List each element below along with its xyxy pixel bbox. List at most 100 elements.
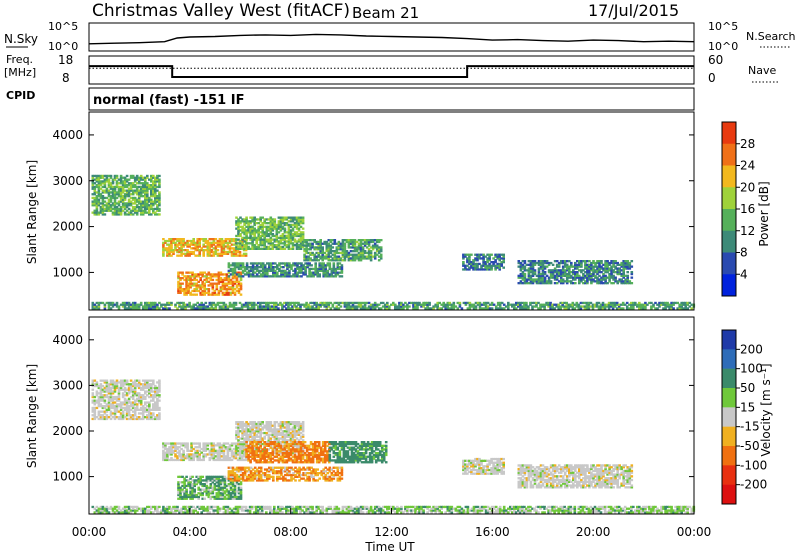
scatter-cell bbox=[237, 426, 240, 429]
scatter-cell bbox=[664, 303, 667, 306]
scatter-cell bbox=[314, 273, 317, 276]
scatter-cell bbox=[585, 303, 589, 306]
scatter-cell bbox=[533, 260, 537, 263]
scatter-cell bbox=[131, 196, 135, 200]
scatter-cell bbox=[297, 244, 301, 247]
scatter-cell bbox=[113, 191, 117, 194]
scatter-cell bbox=[452, 307, 456, 310]
scatter-cell bbox=[184, 444, 187, 447]
scatter-cell bbox=[206, 249, 210, 252]
freq-left-tick-top: 18 bbox=[58, 53, 73, 67]
scatter-cell bbox=[590, 282, 593, 285]
scatter-cell bbox=[206, 250, 210, 254]
scatter-cell bbox=[158, 412, 161, 415]
scatter-cell bbox=[113, 209, 117, 212]
scatter-cell bbox=[428, 301, 431, 305]
scatter-cell bbox=[166, 307, 169, 310]
scatter-cell bbox=[283, 421, 287, 424]
scatter-cell bbox=[361, 255, 365, 258]
scatter-cell bbox=[533, 280, 537, 283]
scatter-cell bbox=[523, 260, 527, 263]
scatter-cell bbox=[195, 289, 198, 293]
scatter-cell bbox=[432, 305, 435, 308]
scatter-cell bbox=[555, 305, 558, 308]
scatter-cell bbox=[549, 261, 553, 265]
scatter-cell bbox=[248, 301, 252, 305]
scatter-cell bbox=[589, 305, 593, 308]
scatter-cell bbox=[239, 278, 243, 282]
scatter-cell bbox=[247, 227, 250, 230]
scatter-cell bbox=[450, 303, 454, 306]
scatter-cell bbox=[146, 191, 149, 194]
scatter-cell bbox=[181, 282, 184, 285]
scatter-cell bbox=[290, 275, 293, 278]
scatter-cell bbox=[245, 431, 248, 435]
scatter-cell bbox=[249, 222, 252, 225]
scatter-cell bbox=[584, 276, 587, 279]
scatter-cell bbox=[219, 286, 223, 289]
scatter-cell bbox=[137, 189, 141, 192]
scatter-cell bbox=[148, 401, 151, 404]
scatter-cell bbox=[220, 241, 224, 244]
scatter-cell bbox=[127, 386, 131, 390]
scatter-cell bbox=[109, 394, 113, 397]
scatter-cell bbox=[101, 211, 105, 214]
scatter-cell bbox=[212, 451, 216, 454]
ytick-label: 3000 bbox=[52, 174, 83, 188]
scatter-cell bbox=[105, 206, 109, 209]
scatter-cell bbox=[185, 277, 188, 280]
scatter-cell bbox=[568, 272, 571, 276]
scatter-cell bbox=[237, 245, 240, 249]
scatter-cell bbox=[217, 291, 221, 294]
scatter-cell bbox=[97, 401, 101, 404]
scatter-cell bbox=[472, 264, 475, 267]
scatter-cell bbox=[139, 403, 143, 406]
scatter-cell bbox=[565, 269, 569, 272]
scatter-cell bbox=[174, 444, 177, 447]
scatter-cell bbox=[95, 301, 99, 305]
scatter-cell bbox=[444, 303, 447, 306]
scatter-cell bbox=[349, 305, 353, 308]
scatter-cell bbox=[652, 305, 655, 308]
scatter-cell bbox=[196, 453, 199, 456]
scatter-cell bbox=[266, 275, 269, 278]
scatter-cell bbox=[144, 384, 147, 388]
scatter-cell bbox=[253, 431, 256, 435]
scatter-cell bbox=[476, 259, 479, 262]
scatter-cell bbox=[309, 259, 312, 262]
scatter-cell bbox=[301, 218, 305, 221]
scatter-cell bbox=[339, 246, 343, 249]
scatter-cell bbox=[285, 223, 289, 227]
scatter-cell bbox=[511, 305, 514, 308]
scatter-cell bbox=[226, 455, 230, 458]
scatter-cell bbox=[115, 386, 119, 390]
scatter-cell bbox=[133, 394, 137, 397]
scatter-cell bbox=[204, 449, 208, 452]
scatter-cell bbox=[604, 276, 607, 279]
scatter-cell bbox=[117, 209, 121, 212]
scatter-cell bbox=[198, 305, 201, 308]
scatter-cell bbox=[209, 277, 213, 280]
scatter-cell bbox=[273, 225, 277, 228]
scatter-cell bbox=[240, 305, 244, 308]
scatter-cell bbox=[154, 189, 157, 192]
scatter-cell bbox=[150, 206, 153, 209]
scatter-cell bbox=[521, 305, 524, 308]
scatter-cell bbox=[307, 257, 310, 260]
scatter-cell bbox=[219, 280, 223, 283]
scatter-cell bbox=[205, 291, 209, 294]
scatter-cell bbox=[258, 301, 262, 305]
scatter-cell bbox=[371, 244, 375, 247]
scatter-cell bbox=[626, 263, 629, 266]
scatter-cell bbox=[154, 182, 157, 185]
scatter-cell bbox=[172, 444, 175, 447]
scatter-cell bbox=[324, 273, 327, 276]
scatter-cell bbox=[328, 262, 332, 265]
scatter-cell bbox=[468, 255, 471, 258]
scatter-cell bbox=[209, 293, 213, 296]
scatter-cell bbox=[353, 259, 357, 262]
scatter-cell bbox=[129, 416, 133, 419]
scatter-cell bbox=[472, 261, 475, 264]
scatter-cell bbox=[275, 225, 279, 228]
scatter-cell bbox=[127, 198, 131, 201]
